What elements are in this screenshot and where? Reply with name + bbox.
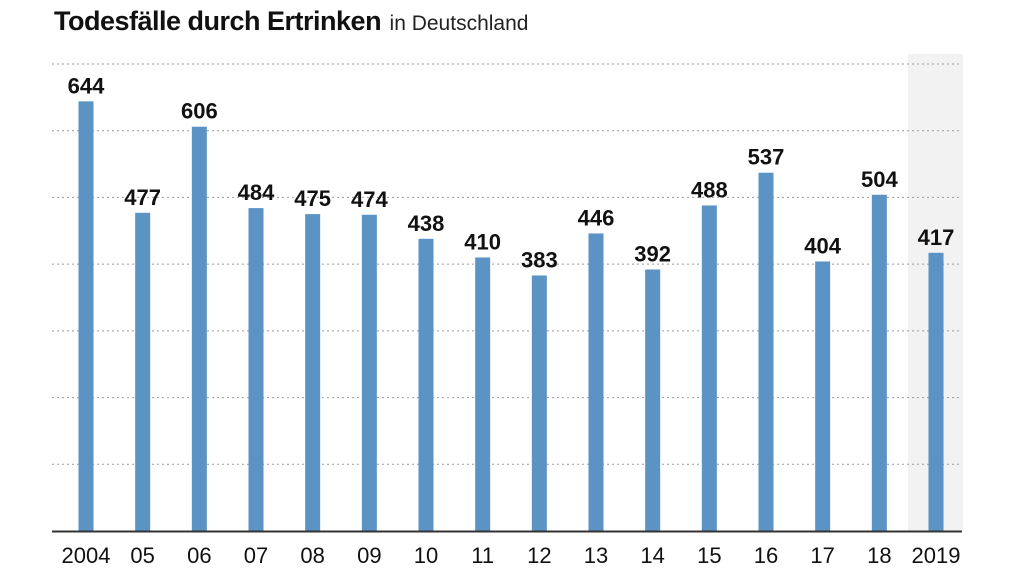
- value-label-09: 474: [351, 187, 388, 212]
- x-tick-label-12: 12: [527, 543, 551, 568]
- value-label-17: 404: [804, 233, 841, 258]
- bar-08: [305, 214, 321, 531]
- bar-14: [645, 269, 661, 531]
- x-tick-label-14: 14: [640, 543, 664, 568]
- x-tick-label-10: 10: [414, 543, 438, 568]
- value-label-16: 537: [748, 145, 785, 170]
- value-label-2004: 644: [68, 73, 105, 98]
- bar-2004: [78, 101, 94, 532]
- bar-11: [475, 257, 491, 531]
- value-label-10: 438: [408, 211, 445, 236]
- value-label-2019: 417: [918, 225, 955, 250]
- value-label-11: 410: [464, 229, 501, 254]
- x-tick-label-2019: 2019: [912, 543, 961, 568]
- value-label-15: 488: [691, 177, 728, 202]
- x-tick-label-08: 08: [300, 543, 324, 568]
- bar-10: [418, 238, 434, 531]
- bar-07: [248, 208, 264, 532]
- bar-12: [531, 275, 547, 531]
- bar-06: [191, 126, 207, 531]
- value-label-07: 484: [238, 180, 275, 205]
- x-tick-label-16: 16: [754, 543, 778, 568]
- x-tick-label-2004: 2004: [62, 543, 111, 568]
- x-tick-label-09: 09: [357, 543, 381, 568]
- value-label-18: 504: [861, 167, 898, 192]
- x-tick-label-13: 13: [584, 543, 608, 568]
- bar-16: [758, 172, 774, 531]
- x-tick-label-11: 11: [471, 543, 494, 568]
- bar-05: [135, 212, 151, 531]
- x-tick-label-18: 18: [867, 543, 891, 568]
- x-tick-label-06: 06: [187, 543, 211, 568]
- value-label-13: 446: [578, 205, 615, 230]
- bar-15: [701, 205, 717, 532]
- x-tick-label-05: 05: [130, 543, 154, 568]
- bar-09: [361, 214, 377, 531]
- value-label-08: 475: [294, 186, 331, 211]
- bar-2019: [928, 252, 944, 531]
- value-label-14: 392: [634, 241, 671, 266]
- bar-17: [815, 261, 831, 531]
- x-tick-label-15: 15: [697, 543, 721, 568]
- chart-title: Todesfälle durch Ertrinken: [54, 6, 382, 36]
- bar-18: [871, 194, 887, 531]
- x-tick-label-07: 07: [244, 543, 268, 568]
- value-label-05: 477: [124, 185, 161, 210]
- chart-subtitle: in Deutschland: [389, 12, 529, 35]
- chart-title-block: Todesfälle durch Ertrinken in Deutschlan…: [54, 6, 528, 37]
- value-label-06: 606: [181, 99, 218, 124]
- x-tick-label-17: 17: [810, 543, 834, 568]
- bar-13: [588, 233, 604, 531]
- value-label-12: 383: [521, 247, 558, 272]
